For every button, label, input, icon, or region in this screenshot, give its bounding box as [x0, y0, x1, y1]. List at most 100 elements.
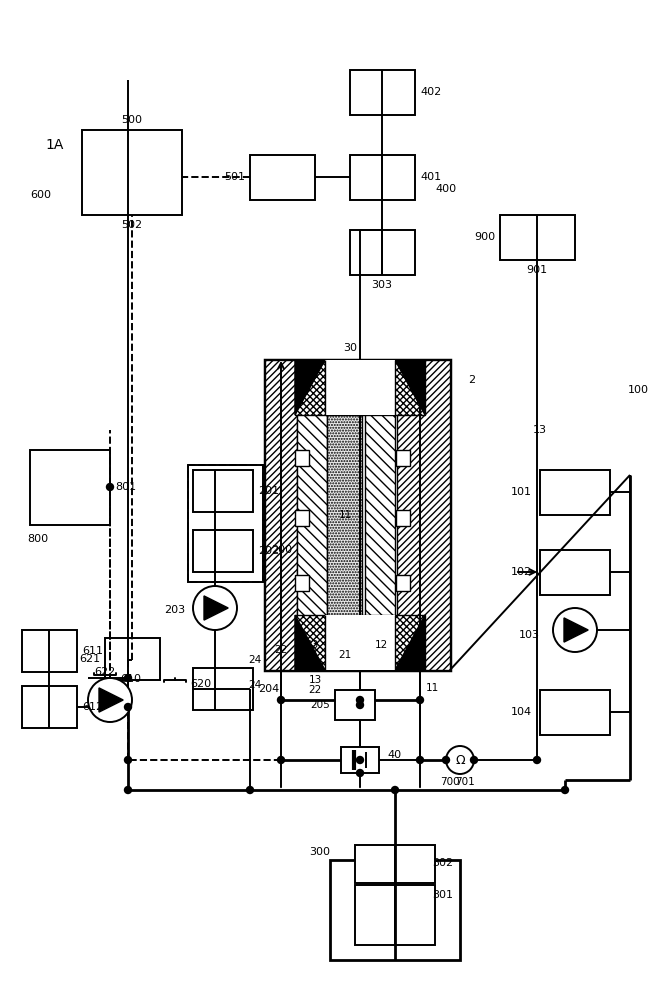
- Text: Ω: Ω: [455, 754, 465, 766]
- Text: 701: 701: [455, 777, 475, 787]
- Text: 205: 205: [310, 700, 330, 710]
- Text: 22: 22: [308, 685, 322, 695]
- Bar: [30, 450, 110, 525]
- Text: 901: 901: [526, 265, 548, 275]
- Text: 600: 600: [30, 190, 51, 200]
- Bar: [193, 530, 253, 572]
- Text: 102: 102: [511, 567, 532, 577]
- Circle shape: [357, 702, 363, 708]
- Bar: [188, 465, 263, 582]
- Circle shape: [416, 696, 424, 704]
- Circle shape: [357, 696, 363, 704]
- Circle shape: [442, 756, 450, 764]
- Text: 700: 700: [440, 777, 460, 787]
- Bar: [396, 450, 410, 466]
- Circle shape: [416, 756, 424, 764]
- Bar: [295, 360, 425, 415]
- Text: 622: 622: [94, 667, 115, 677]
- Bar: [193, 470, 253, 512]
- Bar: [341, 747, 379, 773]
- Text: 502: 502: [121, 220, 143, 230]
- Bar: [22, 630, 77, 672]
- Text: 612: 612: [82, 702, 103, 712]
- Text: 801: 801: [115, 482, 136, 492]
- Bar: [295, 510, 309, 526]
- Text: 501: 501: [224, 172, 245, 182]
- Text: 103: 103: [519, 630, 540, 640]
- Text: 11: 11: [426, 683, 439, 693]
- Circle shape: [125, 674, 131, 682]
- Text: 401: 401: [420, 172, 441, 182]
- Bar: [265, 360, 450, 670]
- Text: 2: 2: [469, 375, 475, 385]
- Text: 300: 300: [310, 847, 330, 857]
- Text: 800: 800: [27, 534, 48, 544]
- Bar: [295, 575, 309, 591]
- Bar: [335, 690, 375, 720]
- Text: 204: 204: [258, 684, 279, 694]
- Bar: [327, 360, 362, 670]
- Text: 303: 303: [371, 280, 392, 290]
- Bar: [325, 615, 395, 670]
- Polygon shape: [295, 615, 325, 670]
- Bar: [325, 360, 395, 415]
- Circle shape: [278, 756, 284, 764]
- Circle shape: [247, 786, 253, 794]
- Bar: [193, 668, 253, 710]
- Polygon shape: [564, 618, 588, 642]
- Text: 40: 40: [388, 750, 402, 760]
- Text: 100: 100: [627, 385, 648, 395]
- Bar: [355, 845, 435, 883]
- Text: 402: 402: [420, 87, 442, 97]
- Polygon shape: [99, 688, 123, 712]
- Bar: [396, 510, 410, 526]
- Text: 24: 24: [249, 680, 262, 690]
- Circle shape: [278, 696, 284, 704]
- Text: 30: 30: [343, 343, 357, 353]
- Bar: [396, 575, 410, 591]
- Text: 621: 621: [79, 654, 100, 664]
- Bar: [540, 470, 610, 515]
- Circle shape: [446, 746, 474, 774]
- Text: 610: 610: [120, 674, 141, 684]
- Text: 302: 302: [432, 858, 453, 868]
- Bar: [330, 860, 460, 960]
- Text: 12: 12: [375, 640, 388, 650]
- Bar: [297, 410, 327, 620]
- Circle shape: [471, 756, 477, 764]
- Circle shape: [391, 786, 398, 794]
- Bar: [22, 686, 77, 728]
- Text: 611: 611: [82, 646, 103, 656]
- Bar: [540, 550, 610, 595]
- Circle shape: [125, 786, 131, 794]
- Bar: [105, 638, 160, 680]
- Circle shape: [357, 770, 363, 776]
- Text: 1A: 1A: [45, 138, 64, 152]
- Text: 11: 11: [338, 510, 351, 520]
- Circle shape: [107, 484, 113, 490]
- Circle shape: [357, 756, 363, 764]
- Bar: [295, 450, 309, 466]
- Text: 203: 203: [164, 605, 185, 615]
- Text: 24: 24: [249, 655, 262, 665]
- Bar: [355, 885, 435, 945]
- Bar: [265, 360, 297, 670]
- Polygon shape: [395, 360, 425, 415]
- Text: 301: 301: [432, 890, 453, 900]
- Text: 500: 500: [121, 115, 143, 125]
- Bar: [82, 130, 182, 215]
- Bar: [500, 215, 575, 260]
- Polygon shape: [204, 596, 228, 620]
- Text: 23: 23: [306, 640, 319, 650]
- Text: 22: 22: [274, 645, 288, 655]
- Bar: [295, 615, 425, 670]
- Circle shape: [88, 678, 132, 722]
- Bar: [365, 410, 395, 620]
- Circle shape: [562, 786, 568, 794]
- Bar: [350, 155, 415, 200]
- Bar: [397, 360, 450, 670]
- Text: 200: 200: [271, 545, 292, 555]
- Circle shape: [125, 704, 131, 710]
- Circle shape: [534, 756, 540, 764]
- Text: 400: 400: [435, 184, 456, 194]
